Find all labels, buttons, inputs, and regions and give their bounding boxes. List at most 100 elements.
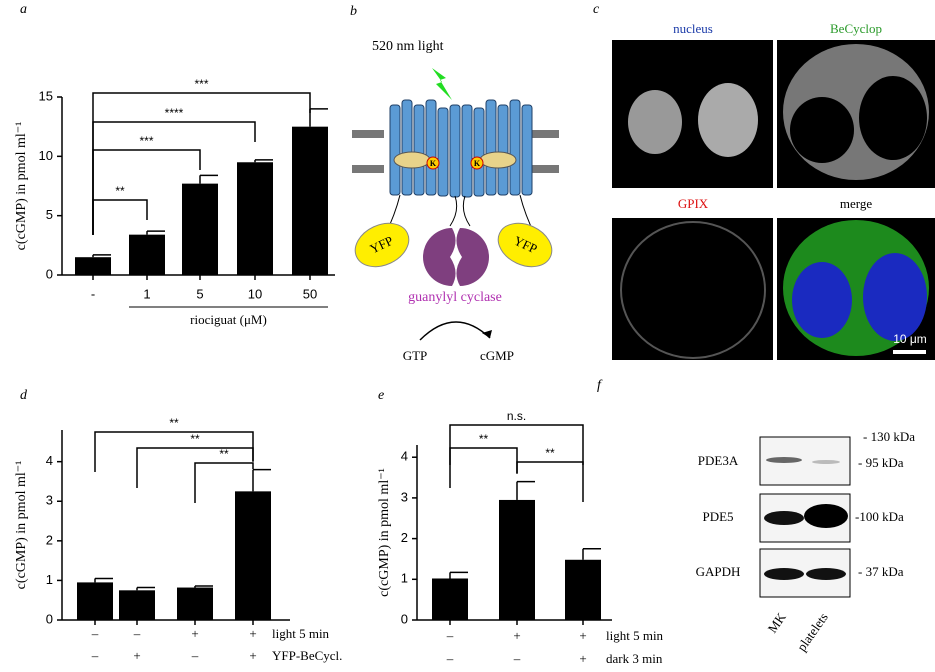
nucleus-blob — [698, 83, 758, 157]
x-tick-label: 1 — [143, 286, 150, 301]
scale-bar — [893, 350, 926, 354]
panel-letter: a — [20, 2, 27, 17]
panel-letter: c — [593, 2, 600, 17]
cgmp-label: cGMP — [480, 348, 514, 363]
condition-label: YFP-BeCycl. — [272, 648, 342, 663]
y-tick-label: 2 — [46, 532, 53, 547]
lane-label: platelets — [794, 610, 831, 654]
x-tick-label: 5 — [196, 286, 203, 301]
merge-nucleus — [792, 262, 852, 338]
linker — [384, 194, 536, 236]
panel-letter: d — [20, 388, 28, 403]
sig-bracket — [194, 462, 254, 503]
condition-mark: – — [91, 648, 99, 663]
y-tick-label: 0 — [46, 611, 53, 626]
channel-label: BeCyclop — [830, 21, 882, 36]
condition-label: light 5 min — [272, 626, 330, 641]
y-axis-label: c(cGMP) in pmol ml⁻¹ — [14, 122, 29, 251]
x-tick-label: 50 — [303, 286, 317, 301]
reaction-arrow — [419, 321, 491, 341]
panel-letter: f — [597, 378, 603, 393]
sig-bracket — [92, 199, 148, 235]
condition-mark: – — [133, 626, 141, 641]
yfp — [354, 222, 410, 268]
y-tick-label: 5 — [46, 207, 53, 222]
cyclase-label: guanylyl cyclase — [408, 290, 502, 305]
bar — [499, 499, 535, 620]
bar — [292, 126, 328, 276]
marker-label: - 130 kDa — [863, 429, 915, 444]
sig-label: *** — [194, 77, 208, 91]
bar — [129, 234, 165, 275]
opsin-right — [461, 99, 533, 198]
x-tick-label: 10 — [248, 286, 262, 301]
sig-label: n.s. — [507, 409, 526, 423]
bar — [177, 587, 213, 620]
membrane — [527, 165, 559, 173]
light-label: 520 nm light — [372, 39, 444, 54]
protein-label: PDE3A — [698, 453, 739, 468]
arrow-head — [482, 330, 492, 338]
y-tick-label: 0 — [46, 266, 53, 281]
y-tick-label: 0 — [401, 611, 408, 626]
condition-mark: + — [191, 626, 198, 641]
y-axis-label: c(cGMP) in pmol ml⁻¹ — [377, 468, 392, 597]
bar — [182, 183, 218, 275]
sig-bracket — [136, 447, 254, 488]
sig-label: *** — [139, 134, 153, 148]
gpix-outline — [620, 221, 766, 359]
condition-mark: – — [446, 651, 454, 666]
bar — [565, 559, 601, 620]
scale-label: 10 μm — [893, 332, 927, 346]
sig-bracket — [449, 424, 584, 465]
membrane — [352, 130, 384, 138]
band — [804, 504, 848, 528]
protein-label: PDE5 — [702, 509, 733, 524]
sig-label: ** — [479, 432, 489, 446]
y-tick-label: 4 — [401, 449, 408, 464]
condition-mark: + — [133, 648, 140, 663]
bar — [119, 590, 155, 620]
y-tick-label: 1 — [401, 571, 408, 586]
condition-mark: – — [513, 651, 521, 666]
panel-letter: e — [378, 388, 384, 403]
condition-label: light 5 min — [606, 628, 664, 643]
y-tick-label: 3 — [46, 493, 53, 508]
sig-label: ** — [169, 416, 179, 430]
sig-label: ** — [219, 447, 229, 461]
condition-mark: + — [249, 626, 256, 641]
condition-mark: + — [579, 628, 586, 643]
sig-label: ** — [545, 446, 555, 460]
sig-label: ** — [115, 184, 125, 198]
gtp-label: GTP — [403, 348, 428, 363]
nucleus-blob — [628, 90, 682, 154]
condition-mark: – — [191, 648, 199, 663]
cyclase — [456, 228, 489, 286]
condition-mark: – — [446, 628, 454, 643]
y-axis-label: c(cGMP) in pmol ml⁻¹ — [14, 461, 29, 590]
micrograph — [612, 218, 773, 360]
condition-mark: + — [513, 628, 520, 643]
lysine — [426, 156, 440, 170]
band — [812, 460, 840, 464]
membrane — [527, 130, 559, 138]
retinal — [393, 151, 431, 169]
y-tick-label: 15 — [39, 88, 53, 103]
membrane — [352, 165, 384, 173]
y-tick-label: 3 — [401, 489, 408, 504]
protein-label: GAPDH — [696, 564, 741, 579]
bar — [237, 162, 273, 275]
marker-label: - 37 kDa — [858, 564, 904, 579]
y-tick-label: 2 — [401, 530, 408, 545]
bar — [75, 257, 111, 275]
bar — [432, 578, 468, 620]
sig-bracket — [94, 431, 254, 472]
bar — [235, 491, 271, 620]
condition-mark: + — [249, 648, 256, 663]
cell-hole — [790, 97, 854, 163]
channel-label: merge — [840, 196, 872, 211]
sig-label: ** — [190, 432, 200, 446]
merge-nucleus — [863, 253, 927, 341]
marker-label: -100 kDa — [855, 509, 904, 524]
